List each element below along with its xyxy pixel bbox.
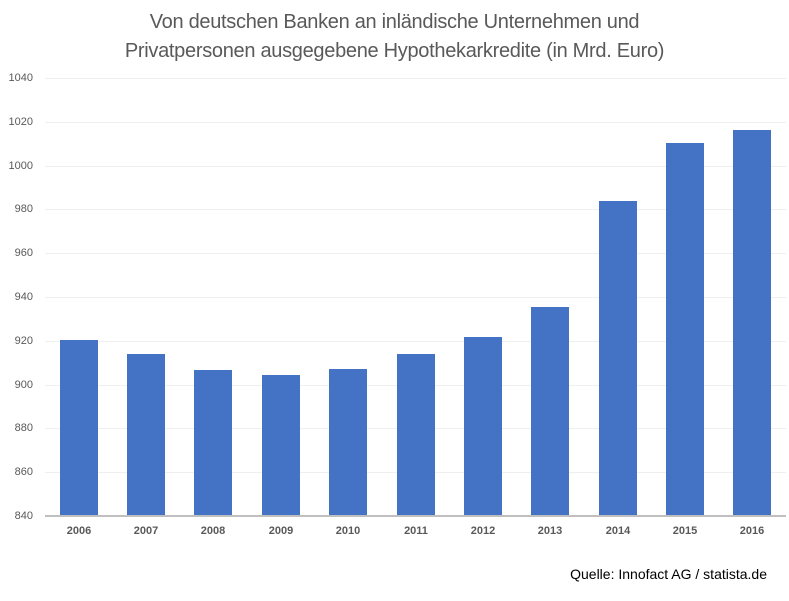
bar-2016 (733, 130, 771, 516)
x-tick-label: 2009 (268, 525, 294, 537)
bar-2010 (329, 369, 367, 516)
y-tick-label: 900 (14, 379, 33, 391)
x-tick-label: 2016 (739, 525, 765, 537)
y-tick-label: 920 (14, 335, 33, 347)
bar-2011 (397, 354, 435, 516)
y-tick-label: 880 (14, 422, 33, 434)
chart-title-line-1: Von deutschen Banken an inländische Unte… (149, 11, 640, 33)
gridline (45, 253, 786, 254)
bar-2012 (464, 337, 502, 516)
bar-2013 (531, 307, 569, 516)
gridline (45, 297, 786, 298)
y-tick-label: 860 (14, 466, 33, 478)
bar-2014 (599, 201, 637, 516)
gridline (45, 78, 786, 79)
y-tick-label: 1040 (8, 72, 33, 84)
x-tick-label: 2013 (537, 525, 563, 537)
x-tick-label: 2008 (200, 525, 226, 537)
bar-2006 (60, 340, 98, 516)
x-axis-line (45, 515, 786, 517)
gridline (45, 341, 786, 342)
bar-2009 (262, 375, 300, 516)
x-tick-label: 2007 (133, 525, 159, 537)
gridline (45, 122, 786, 123)
y-tick-label: 960 (14, 247, 33, 259)
bar-2015 (666, 143, 704, 516)
x-tick-label: 2010 (335, 525, 361, 537)
x-tick-label: 2011 (404, 525, 428, 537)
bar-2007 (127, 354, 165, 516)
y-tick-label: 980 (14, 203, 33, 215)
x-tick-label: 2006 (66, 525, 92, 537)
chart-title: Von deutschen Banken an inländische Unte… (0, 8, 789, 66)
y-tick-label: 840 (14, 510, 33, 522)
x-tick-label: 2014 (605, 525, 631, 537)
gridline (45, 166, 786, 167)
y-tick-label: 1020 (8, 116, 33, 128)
source-caption: Quelle: Innofact AG / statista.de (570, 566, 767, 582)
chart-title-line-2: Privatpersonen ausgegebene Hypothekarkre… (124, 40, 665, 62)
x-tick-label: 2015 (672, 525, 698, 537)
bar-2008 (194, 370, 232, 516)
gridline (45, 209, 786, 210)
y-tick-label: 1000 (8, 160, 33, 172)
x-tick-label: 2012 (470, 525, 496, 537)
y-tick-label: 940 (14, 291, 33, 303)
